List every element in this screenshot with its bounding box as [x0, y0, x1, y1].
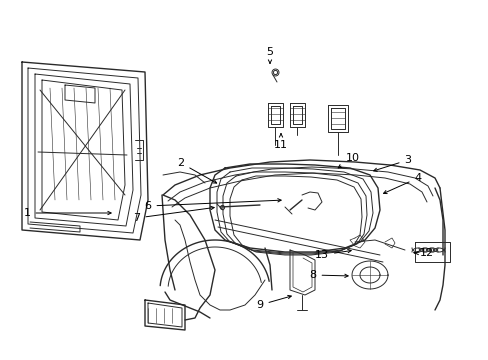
Text: 13: 13: [314, 249, 350, 260]
Text: 7: 7: [133, 206, 214, 223]
Text: 5: 5: [266, 47, 273, 63]
Text: 8: 8: [309, 270, 347, 280]
Text: 12: 12: [413, 248, 433, 258]
Text: 4: 4: [383, 173, 421, 194]
Text: 1: 1: [23, 208, 111, 218]
Text: 6: 6: [144, 199, 281, 211]
Text: 2: 2: [177, 158, 216, 183]
Text: 3: 3: [373, 155, 411, 171]
Text: 11: 11: [273, 134, 287, 150]
Text: 9: 9: [256, 295, 291, 310]
Text: 10: 10: [338, 153, 359, 168]
